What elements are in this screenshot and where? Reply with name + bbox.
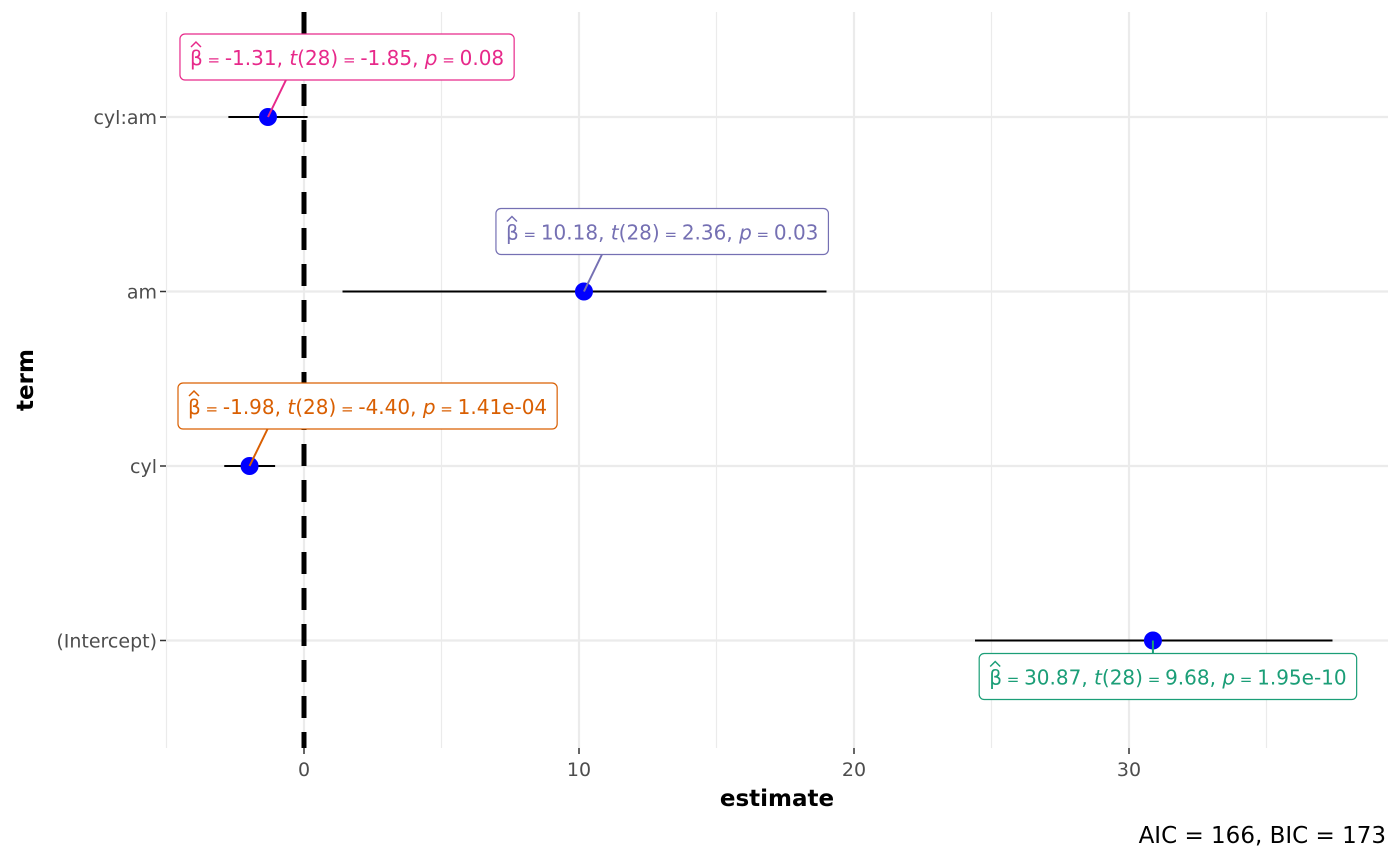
error-bars — [224, 116, 1333, 642]
estimate-labels: β = 30.87, t(28) = 9.68, p = 1.95e-10 β =… — [177, 33, 1358, 701]
beta-hat-mark — [188, 389, 200, 397]
beta-hat-mark — [506, 215, 518, 223]
estimate-point — [240, 457, 259, 475]
svg-text:β = 30.87, t(28) = 9.68, p = 1: β = 30.87, t(28) = 9.68, p = 1.95e-10 — [989, 666, 1346, 690]
model-caption: AIC = 166, BIC = 173 — [1139, 823, 1386, 849]
x-tick-label: 20 — [842, 759, 866, 781]
label-connector — [583, 254, 603, 292]
y-tick-label: cyl:am — [93, 107, 157, 129]
estimate-label: β = 30.87, t(28) = 9.68, p = 1.95e-10 — [978, 640, 1358, 701]
label-box — [177, 382, 558, 430]
x-axis-title: estimate — [720, 786, 834, 812]
estimate-label: β = -1.98, t(28) = -4.40, p = 1.41e-04 — [177, 382, 558, 467]
svg-text:β = -1.31, t(28) = -1.85, p =: β = -1.31, t(28) = -1.85, p = 0.08 — [190, 46, 504, 70]
y-axis-title: term — [13, 349, 39, 411]
label-box — [978, 652, 1358, 701]
label-connector — [267, 79, 287, 118]
y-tick-label: (Intercept) — [56, 631, 157, 653]
minor-gridlines — [165, 12, 1268, 748]
estimate-points — [240, 108, 1162, 650]
svg-text:β = -1.98, t(28) = -4.40, p =: β = -1.98, t(28) = -4.40, p = 1.41e-04 — [188, 395, 547, 419]
y-tick-label: cyl — [130, 456, 157, 478]
x-tick-label: 0 — [298, 759, 310, 781]
label-connector — [248, 428, 269, 467]
major-gridlines — [166, 12, 1388, 748]
beta-hat-mark — [989, 660, 1001, 668]
label-box — [179, 33, 515, 81]
x-tick-label: 30 — [1117, 759, 1141, 781]
beta-hat-mark — [190, 40, 202, 48]
svg-text:β = 10.18, t(28) = 2.36, p = 0: β = 10.18, t(28) = 2.36, p = 0.03 — [506, 221, 818, 245]
estimate-label: β = 10.18, t(28) = 2.36, p = 0.03 — [495, 207, 830, 292]
estimate-label: β = -1.31, t(28) = -1.85, p = 0.08 — [179, 33, 515, 118]
y-axis-ticks: (Intercept) cyl am cyl:am — [56, 107, 166, 653]
x-axis-ticks: 0 10 20 30 — [298, 748, 1141, 781]
y-tick-label: am — [127, 282, 157, 304]
label-box — [495, 207, 830, 256]
x-tick-label: 10 — [567, 759, 591, 781]
